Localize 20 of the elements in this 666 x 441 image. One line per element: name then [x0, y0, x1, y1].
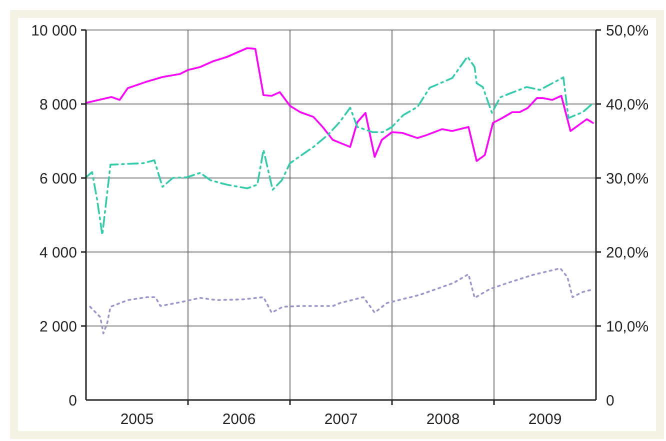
- y-tick-label: 6 000: [39, 170, 77, 188]
- y2-tick-label: 50,0%: [606, 22, 649, 40]
- y2-tick-label: 30,0%: [606, 170, 649, 188]
- y-tick-label: 8 000: [39, 96, 77, 114]
- line-series: [85, 47, 594, 162]
- x-tick-label: 2005: [120, 411, 154, 428]
- x-tick-label: 2006: [222, 411, 256, 428]
- y-tick-label: 2 000: [39, 318, 77, 336]
- y2-tick-label: 0: [606, 392, 614, 410]
- y-tick-label: 0: [68, 392, 77, 410]
- line-series: [89, 267, 593, 334]
- line-series: [85, 56, 594, 236]
- x-tick-label: 2009: [528, 411, 562, 428]
- x-tick-label: 2008: [426, 411, 460, 428]
- y2-tick-label: 20,0%: [606, 244, 649, 262]
- x-tick-label: 2007: [324, 411, 358, 428]
- y2-tick-label: 10,0%: [606, 318, 649, 336]
- y-tick-label: 4 000: [39, 244, 77, 262]
- y-tick-label: 10 000: [31, 22, 77, 40]
- y2-tick-label: 40,0%: [606, 96, 649, 114]
